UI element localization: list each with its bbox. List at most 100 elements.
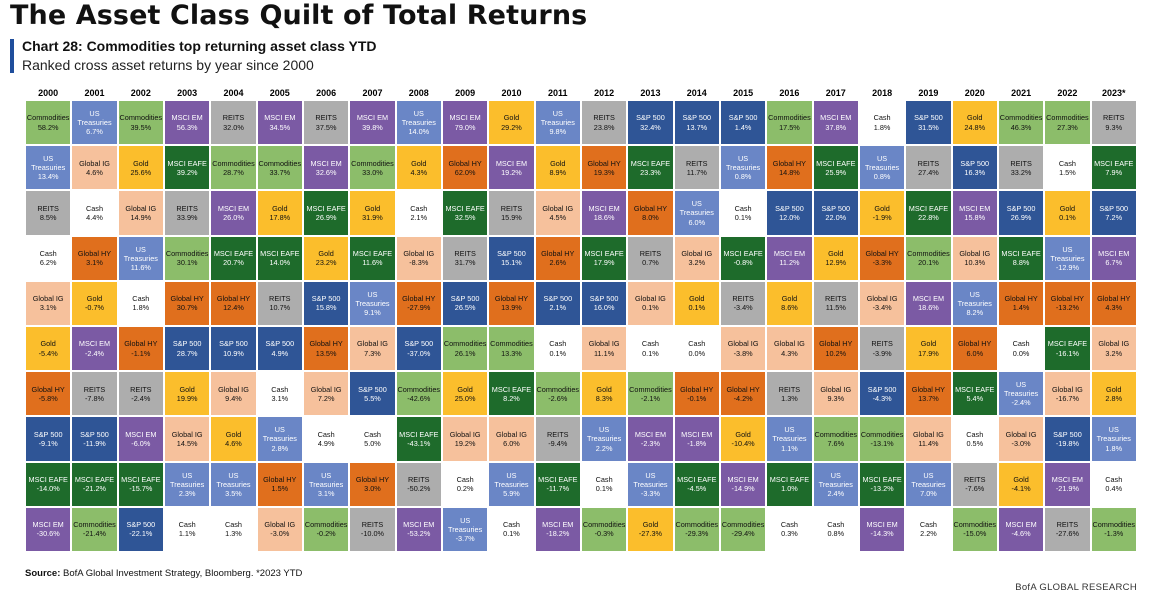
quilt-cell: Gold -1.9%	[858, 190, 906, 236]
quilt-cell: MSCI EM -4.6%	[997, 506, 1045, 552]
return-value: -27.9%	[407, 303, 431, 313]
asset-label: Commodities	[629, 384, 672, 394]
asset-label: MSCI EM	[542, 520, 574, 530]
return-value: -0.1%	[687, 393, 707, 403]
return-value: 2.8%	[271, 443, 289, 453]
year-header: 2020	[964, 88, 985, 98]
quilt-cell: US Treasuries 8.2%	[951, 280, 998, 326]
return-value: 0.4%	[1105, 484, 1123, 494]
asset-label: US	[923, 470, 934, 480]
return-value: -1.1%	[131, 348, 151, 358]
asset-label: US	[43, 154, 54, 164]
return-value: 10.3%	[964, 258, 986, 268]
quilt-cell: Gold -4.1%	[997, 461, 1045, 507]
asset-label: Global IG	[774, 339, 805, 349]
return-value: -5.8%	[38, 393, 58, 403]
quilt-cell: MSCI EM 11.2%	[766, 235, 813, 281]
asset-label: REITS	[639, 249, 662, 259]
return-value: 4.4%	[86, 212, 103, 222]
asset-label: US	[274, 425, 285, 435]
quilt-cell: Global HY -5.8%	[25, 371, 72, 417]
asset-label: Cash	[1012, 339, 1030, 349]
asset-label: MSCI EAFE	[399, 429, 439, 439]
asset-label: Global HY	[263, 475, 297, 485]
return-value: -0.8%	[733, 258, 753, 268]
asset-label: S&P 500	[1006, 203, 1036, 213]
return-value: 8.8%	[1012, 258, 1030, 268]
return-value: 27.4%	[918, 167, 939, 177]
return-value: 2.1%	[549, 303, 567, 313]
return-value: 7.2%	[317, 393, 335, 403]
asset-label: MSCI EM	[1005, 520, 1037, 530]
year-header: 2013	[640, 88, 661, 98]
asset-label: Global HY	[726, 384, 760, 394]
quilt-cell: MSCI EM -6.0%	[117, 416, 164, 462]
return-value: 16.0%	[593, 303, 615, 313]
return-value: -13.2%	[870, 484, 894, 494]
return-value: 22.8%	[918, 212, 939, 222]
asset-label: Global HY	[865, 249, 899, 259]
asset-label: Global HY	[772, 158, 807, 168]
quilt-cell: Commodities 30.1%	[163, 235, 211, 281]
return-value: 32.6%	[315, 167, 337, 177]
quilt-cell: Global IG 9.3%	[812, 371, 859, 417]
quilt-cell: Commodities -0.2%	[302, 506, 350, 552]
asset-label: Treasuries	[448, 524, 483, 534]
asset-label: Cash	[363, 429, 381, 439]
asset-label: Treasuries	[679, 208, 714, 218]
return-value: -10.4%	[731, 438, 755, 448]
quilt-cell: Global HY 13.7%	[905, 371, 952, 417]
return-value: 31.9%	[362, 212, 383, 222]
return-value: 5.4%	[966, 393, 984, 403]
asset-label: Global IG	[1098, 339, 1130, 349]
year-header: 2022	[1057, 88, 1078, 98]
quilt-cell: REITS 31.7%	[441, 235, 489, 281]
return-value: 26.1%	[454, 348, 476, 358]
return-value: 3.2%	[1105, 348, 1123, 358]
year-header: 2009	[455, 88, 476, 98]
asset-label: MSCI EAFE	[445, 203, 485, 213]
quilt-cell: MSCI EAFE 8.2%	[488, 371, 535, 417]
quilt-cell: Global IG 9.4%	[210, 371, 257, 417]
quilt-cell: Commodities -15.0%	[951, 506, 998, 552]
return-value: -4.2%	[733, 393, 753, 403]
asset-label: Treasuries	[957, 298, 992, 308]
source-label: Source:	[25, 568, 61, 579]
quilt-cell: MSCI EAFE 20.7%	[210, 235, 257, 281]
asset-label: Cash	[641, 339, 659, 349]
asset-label: Treasuries	[31, 163, 66, 173]
asset-label: Global IG	[542, 203, 574, 213]
return-value: 5.0%	[364, 438, 381, 448]
asset-label: REITS	[871, 339, 893, 349]
return-value: 26.9%	[1010, 212, 1032, 222]
asset-label: S&P 500	[311, 294, 341, 304]
quilt-cell: S&P 500 -22.1%	[117, 506, 164, 552]
return-value: 8.2%	[503, 393, 520, 403]
quilt-cell: Commodities 39.5%	[117, 100, 164, 146]
asset-label: Global IG	[310, 384, 342, 394]
asset-label: S&P 500	[914, 113, 943, 123]
return-value: -18.2%	[546, 529, 570, 539]
return-value: -43.1%	[407, 438, 431, 448]
quilt-cell: MSCI EAFE -11.7%	[534, 461, 581, 507]
asset-label: US	[89, 108, 100, 118]
return-value: 33.2%	[1010, 167, 1032, 177]
return-value: -21.2%	[82, 484, 107, 494]
quilt-cell: Global HY -4.2%	[719, 371, 767, 417]
asset-label: Gold	[874, 203, 890, 213]
asset-label: MSCI EAFE	[816, 158, 856, 168]
asset-label: S&P 500	[1053, 429, 1082, 439]
asset-label: S&P 500	[867, 384, 897, 394]
quilt-cell: REITS -3.9%	[858, 326, 906, 372]
asset-label: Treasuries	[1003, 389, 1039, 399]
return-value: 1.3%	[225, 529, 242, 539]
asset-label: Treasuries	[587, 434, 622, 444]
return-value: 31.5%	[918, 122, 939, 132]
return-value: 32.0%	[223, 122, 244, 132]
return-value: -4.1%	[1011, 484, 1031, 494]
source-text: BofA Global Investment Strategy, Bloombe…	[63, 568, 303, 579]
asset-label: Treasuries	[494, 479, 529, 489]
asset-label: S&P 500	[589, 294, 619, 304]
asset-label: Cash	[1105, 475, 1123, 485]
asset-label: US	[135, 244, 146, 254]
